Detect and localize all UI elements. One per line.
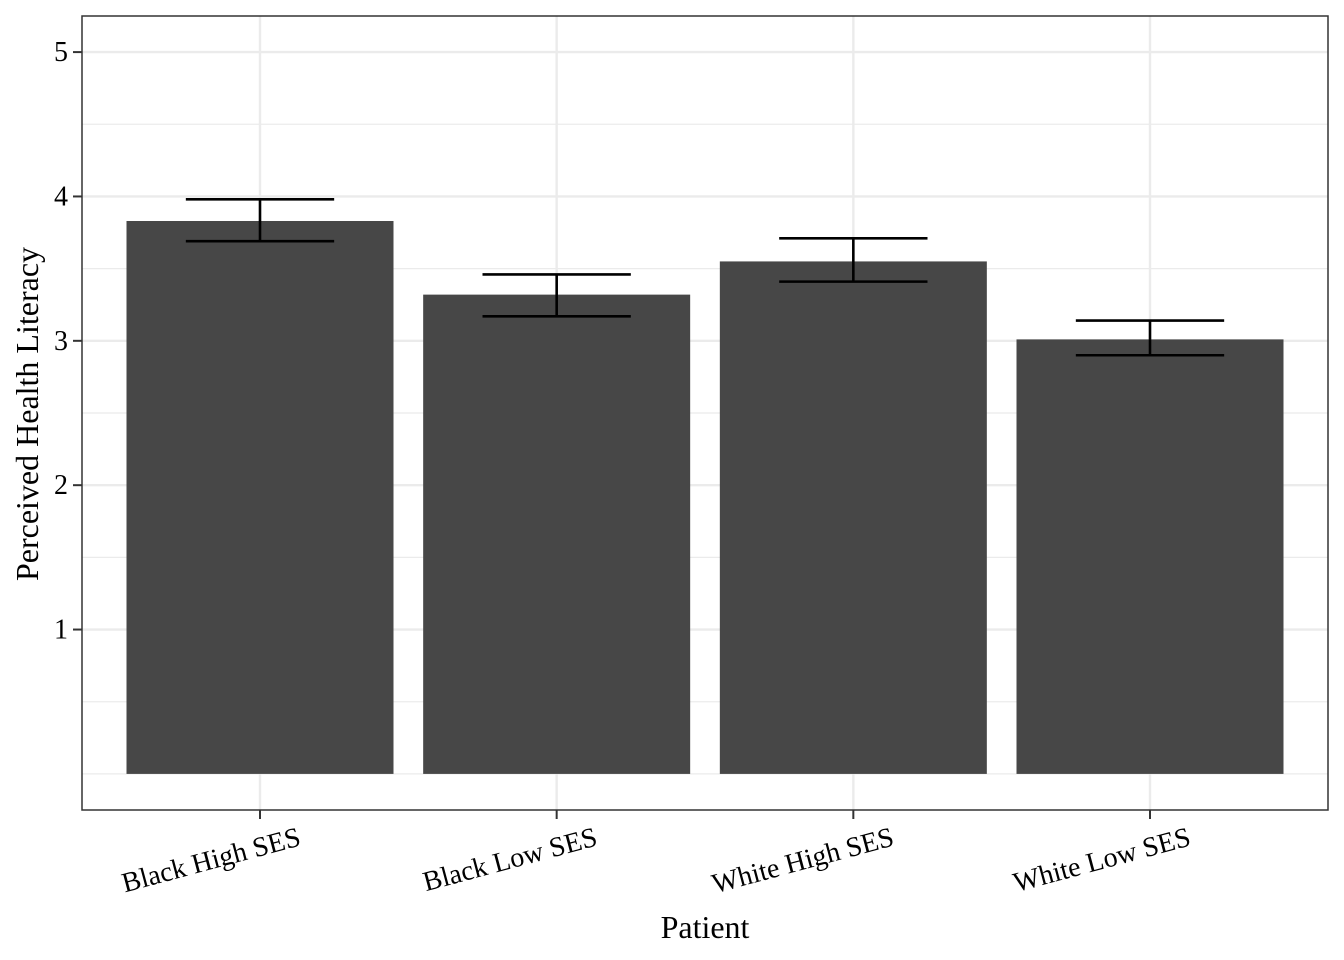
y-tick-label: 1 — [54, 615, 68, 646]
bar — [127, 221, 394, 774]
x-tick-label: White Low SES — [1010, 822, 1194, 899]
y-tick-label: 3 — [54, 326, 68, 357]
y-axis: 1 2 3 4 5 — [54, 37, 82, 645]
bar — [1017, 339, 1284, 774]
y-tick-label: 5 — [54, 37, 68, 68]
x-tick-label: White High SES — [709, 822, 897, 900]
y-tick-label: 2 — [54, 470, 68, 501]
bar — [423, 295, 690, 774]
y-tick-label: 4 — [54, 181, 68, 212]
x-tick-label: Black High SES — [118, 822, 303, 899]
x-axis-title: Patient — [661, 909, 750, 945]
bar — [720, 261, 987, 773]
y-axis-title: Perceived Health Literacy — [9, 247, 45, 581]
x-axis: Black High SES Black Low SES White High SE… — [118, 810, 1193, 900]
x-tick-label: Black Low SES — [420, 822, 601, 898]
